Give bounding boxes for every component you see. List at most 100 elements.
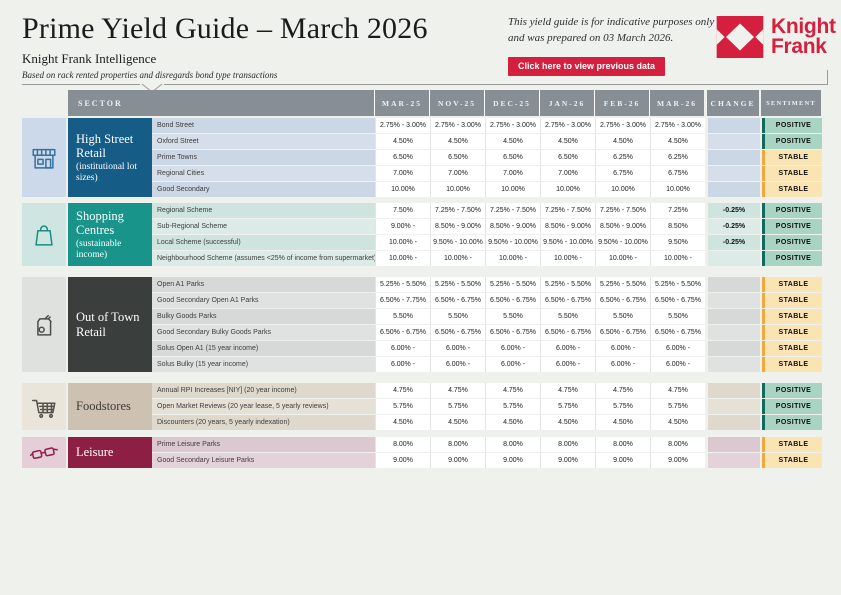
yield-value: 5.25% - 5.50% (595, 277, 650, 292)
table-header-row: SECTOR MAR-25 NOV-25 DEC-25 JAN-26 FEB-2… (68, 90, 822, 116)
sentiment-badge: POSITIVE (762, 383, 822, 398)
yield-value: 4.50% (430, 415, 485, 430)
section-foodstores: Foodstores Annual RPI Increases [NIY] (2… (22, 383, 822, 430)
yield-value: 6.50% (375, 150, 430, 165)
yield-value: 4.50% (485, 415, 540, 430)
yield-value: 8.00% (540, 437, 595, 452)
row-label: Neighbourhood Scheme (assumes <25% of in… (152, 251, 375, 266)
table-row: Oxford Street 4.50% 4.50% 4.50% 4.50% 4.50% 4.… (152, 134, 822, 149)
yield-value: 10.00% (485, 182, 540, 197)
yield-value: 6.50% - 6.75% (595, 325, 650, 340)
yield-value: 6.50% - 6.75% (430, 293, 485, 308)
change-value (708, 277, 760, 292)
yield-value: 4.75% (375, 383, 430, 398)
change-value: -0.25% (708, 235, 760, 250)
yield-value: 6.50% - 7.75% (375, 293, 430, 308)
yield-value: 7.00% (485, 166, 540, 181)
header-divider-tick (827, 70, 828, 85)
column-header-sentiment: SENTIMENT (761, 90, 821, 116)
sentiment-badge: POSITIVE (762, 415, 822, 430)
row-label: Annual RPI Increases [NIY] (20 year inco… (152, 383, 375, 398)
row-label: Regional Scheme (152, 203, 375, 218)
sector-rows: Annual RPI Increases [NIY] (20 year inco… (152, 383, 822, 430)
row-label: Good Secondary Leisure Parks (152, 453, 375, 468)
yield-value: 5.75% (650, 399, 705, 414)
yield-table: SECTOR MAR-25 NOV-25 DEC-25 JAN-26 FEB-2… (22, 90, 822, 468)
sector-icon-panel (22, 203, 66, 266)
yield-value: 10.00% - (650, 251, 705, 266)
sentiment-badge: POSITIVE (762, 219, 822, 234)
row-label: Prime Towns (152, 150, 375, 165)
yield-value: 9.50% - 10.00% (540, 235, 595, 250)
yield-value: 5.50% (595, 309, 650, 324)
view-previous-data-button[interactable]: Click here to view previous data (508, 57, 666, 76)
yield-value: 5.50% (375, 309, 430, 324)
table-row: Bond Street 2.75% - 3.00% 2.75% - 3.00% 2.7… (152, 118, 822, 133)
yield-value: 4.75% (430, 383, 485, 398)
sentiment-badge: STABLE (762, 341, 822, 356)
table-row: Open A1 Parks 5.25% - 5.50% 5.25% - 5.50% 5… (152, 277, 822, 292)
yield-value: 8.00% (650, 437, 705, 452)
yield-value: 5.50% (650, 309, 705, 324)
yield-value: 2.75% - 3.00% (430, 118, 485, 133)
sector-name: High Street Retail (76, 131, 134, 160)
yield-value: 10.00% - (485, 251, 540, 266)
table-row: Sub-Regional Scheme 9.00% -8.50% - 9.00% 8… (152, 219, 822, 234)
row-label: Bulky Goods Parks (152, 309, 375, 324)
sector-label-box: Leisure (68, 437, 152, 468)
sentiment-badge: STABLE (762, 357, 822, 372)
yield-value: 10.00% - (595, 251, 650, 266)
yield-value: 5.50% (540, 309, 595, 324)
yield-value: 6.00% - (595, 341, 650, 356)
yield-value: 9.50% - 10.00% (430, 235, 485, 250)
yield-value: 6.00% - (540, 341, 595, 356)
yield-value: 4.50% (540, 134, 595, 149)
change-value (708, 437, 760, 452)
yield-value: 9.00% (430, 453, 485, 468)
yield-value: 6.50% - 6.75% (375, 325, 430, 340)
row-label: Local Scheme (successful) (152, 235, 375, 250)
section-out-of-town-retail: Out of Town Retail Open A1 Parks 5.25% - … (22, 277, 822, 372)
yield-value: 10.00% - (375, 251, 430, 266)
sentiment-badge: POSITIVE (762, 203, 822, 218)
sector-subtitle: (sustainable income) (76, 239, 122, 260)
yield-value: 4.50% (650, 134, 705, 149)
yield-value: 4.50% (595, 134, 650, 149)
yield-value: 9.00% (595, 453, 650, 468)
change-value: -0.25% (708, 219, 760, 234)
grocery-bag-icon (37, 314, 52, 336)
table-row: Good Secondary Bulky Goods Parks 6.50% - … (152, 325, 822, 340)
yield-value: 7.25% - 7.50% (430, 203, 485, 218)
yield-value: 5.75% (430, 399, 485, 414)
sentiment-badge: POSITIVE (762, 235, 822, 250)
table-row: Solus Bulky (15 year income) 6.00% -6.00%… (152, 357, 822, 372)
sector-name: Out of Town Retail (76, 310, 140, 339)
yield-value: 5.25% - 5.50% (540, 277, 595, 292)
yield-value: 8.50% (650, 219, 705, 234)
yield-value: 9.50% - 10.00% (485, 235, 540, 250)
yield-value: 5.50% (430, 309, 485, 324)
sector-label-box: Out of Town Retail (68, 277, 152, 372)
change-value (708, 118, 760, 133)
yield-value: 2.75% - 3.00% (540, 118, 595, 133)
sector-rows: Regional Scheme 7.50% 7.25% - 7.50% 7.25% -… (152, 203, 822, 266)
yield-value: 5.75% (540, 399, 595, 414)
page-subtitle: Knight Frank Intelligence (22, 51, 157, 66)
yield-value: 10.00% (540, 182, 595, 197)
yield-value: 6.00% - (485, 357, 540, 372)
yield-value: 4.50% (540, 415, 595, 430)
yield-value: 6.50% (485, 150, 540, 165)
sector-subtitle: (institutional lot sizes) (76, 162, 137, 183)
brand-word-2: Frank (771, 35, 827, 58)
change-value (708, 383, 760, 398)
change-value (708, 309, 760, 324)
table-row: Bulky Goods Parks 5.50% 5.50% 5.50% 5.50% 5.5… (152, 309, 822, 324)
sector-label-box: Shopping Centres (sustainable income) (68, 203, 152, 266)
disclaimer-note: This yield guide is for indicative purpo… (508, 15, 723, 47)
column-header-dec-25: DEC-25 (484, 90, 539, 116)
yield-value: 10.00% - (375, 235, 430, 250)
sentiment-badge: STABLE (762, 437, 822, 452)
column-header-mar-26: MAR-26 (649, 90, 704, 116)
yield-value: 5.25% - 5.50% (650, 277, 705, 292)
sector-name: Leisure (76, 445, 114, 460)
